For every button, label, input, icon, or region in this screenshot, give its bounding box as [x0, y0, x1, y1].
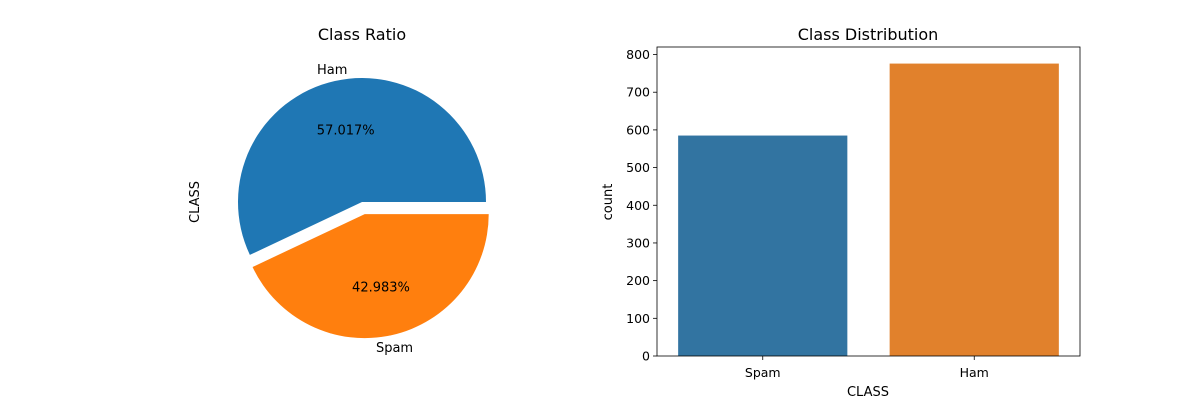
y-tick-label: 600 — [626, 122, 650, 137]
y-tick-label: 0 — [642, 349, 650, 364]
y-tick-label: 800 — [626, 47, 650, 62]
bar-xlabel: CLASS — [847, 385, 889, 400]
y-tick-label: 400 — [626, 198, 650, 213]
x-tick-label-ham: Ham — [960, 365, 989, 380]
pie-slice-spam — [252, 214, 489, 339]
pie-label-spam: Spam — [376, 341, 413, 356]
pie-chart: Class Ratio CLASS Ham Spam 57.017% 42.98… — [188, 25, 489, 356]
bar-chart: Class Distribution 0 100 200 300 400 500 600 70… — [601, 25, 1081, 400]
bar-ylabel: count — [601, 184, 616, 221]
bar-title: Class Distribution — [798, 25, 939, 44]
bar-spam — [678, 135, 848, 356]
pie-pct-spam: 42.983% — [352, 281, 410, 296]
pie-pct-ham: 57.017% — [317, 123, 375, 138]
x-axis-ticks: Spam Ham — [745, 356, 989, 380]
y-tick-label: 700 — [626, 85, 650, 100]
y-tick-label: 500 — [626, 160, 650, 175]
y-tick-label: 100 — [626, 311, 650, 326]
pie-label-ham: Ham — [317, 63, 347, 78]
x-tick-label-spam: Spam — [745, 365, 781, 380]
y-axis-ticks: 0 100 200 300 400 500 600 700 800 — [626, 47, 657, 364]
bar-plot-area — [678, 63, 1059, 357]
bar-axes-frame — [656, 46, 1081, 357]
bar-ham — [889, 63, 1059, 357]
y-tick-label: 300 — [626, 235, 650, 250]
y-tick-label: 200 — [626, 273, 650, 288]
pie-title: Class Ratio — [318, 25, 406, 44]
pie-slice-ham — [237, 77, 486, 255]
pie-ylabel: CLASS — [188, 181, 203, 223]
